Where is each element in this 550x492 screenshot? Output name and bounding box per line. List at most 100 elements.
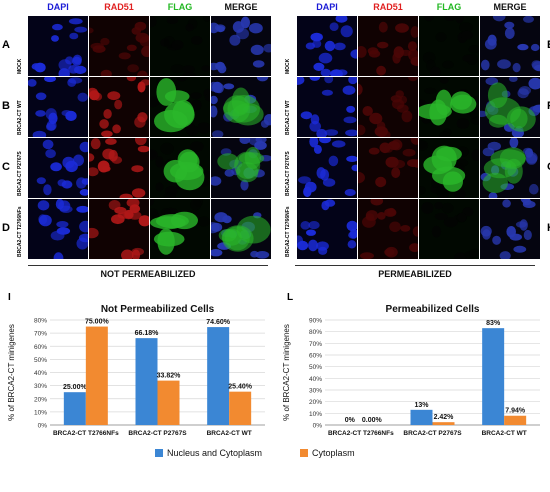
y-tick-label: 70% — [309, 341, 322, 348]
bar-nucleus-cytoplasm — [482, 328, 505, 425]
left_figure-image-r0-c3 — [211, 16, 271, 76]
right_figure-col-header-2: FLAG — [436, 2, 462, 12]
y-tick-label: 0% — [38, 423, 48, 430]
y-tick-label: 10% — [34, 409, 47, 416]
right_figure-image-r3-c2 — [419, 199, 479, 259]
right_figure-col-header-0: DAPI — [316, 2, 338, 12]
left_figure-row-letter-3: D — [2, 222, 10, 234]
left_figure-row-letter-2: C — [2, 161, 10, 173]
bar-cytoplasm — [157, 380, 180, 425]
bar-data-label: 0.00% — [362, 417, 383, 424]
x-tick-label: BRCA2-CT P2767S — [128, 430, 187, 437]
left_figure-image-r1-c0 — [28, 77, 88, 137]
right_figure-image-r1-c0 — [297, 77, 357, 137]
x-tick-label: BRCA2-CT P2767S — [403, 430, 462, 437]
y-tick-label: 50% — [34, 357, 47, 364]
chart-title: Not Permeabilized Cells — [101, 304, 215, 315]
caption-permeabilized: PERMEABILIZED — [378, 269, 452, 279]
bar-data-label: 83% — [486, 320, 501, 327]
y-tick-label: 90% — [309, 318, 322, 325]
left_figure-image-r3-c0 — [28, 199, 88, 259]
bar-nucleus-cytoplasm — [135, 338, 158, 425]
x-tick-label: BRCA2-CT WT — [207, 430, 252, 437]
bar-data-label: 33.82% — [157, 373, 182, 380]
right_figure-image-r3-c0 — [297, 199, 357, 259]
right_figure-image-r1-c3 — [480, 77, 540, 137]
bar-cytoplasm — [229, 391, 252, 425]
y-tick-label: 70% — [34, 331, 47, 338]
left_figure-col-header-2: FLAG — [167, 2, 193, 12]
y-axis-label: % of BRCA2-CT minigenes — [282, 324, 291, 421]
bar-nucleus-cytoplasm — [410, 409, 433, 425]
y-tick-label: 60% — [309, 353, 322, 360]
right_figure-col-header-3: MERGE — [493, 2, 527, 12]
right_figure-image-r2-c0 — [297, 138, 357, 198]
legend-swatch-cytoplasm — [300, 449, 309, 457]
y-axis-label: % of BRCA2-CT minigenes — [7, 324, 16, 421]
right_figure-image-r0-c0 — [297, 16, 357, 76]
bar-data-label: 75.00% — [85, 319, 110, 326]
legend-label-cytoplasm: Cytoplasm — [312, 448, 355, 458]
right_figure-row-label-2: BRCA2-CT P2767S — [285, 151, 291, 196]
left_figure-image-r2-c2 — [150, 138, 210, 198]
bar-data-label: 25.40% — [228, 384, 253, 391]
right_figure-row-label-0: MOCK — [285, 58, 291, 74]
y-tick-label: 30% — [34, 383, 47, 390]
bar-data-label: 13% — [414, 402, 429, 409]
chart-letter-l: L — [287, 292, 294, 303]
right_figure-image-r2-c2 — [419, 138, 479, 198]
caption-not-permeabilized: NOT PERMEABILIZED — [100, 269, 196, 279]
x-tick-label: BRCA2-CT T2766NFs — [328, 430, 394, 437]
left_figure-col-header-0: DAPI — [47, 2, 69, 12]
right_figure-row-letter-2: G — [547, 161, 550, 173]
right_figure-row-label-3: BRCA2-CT T2766NFs — [285, 206, 291, 257]
bar-cytoplasm — [85, 326, 108, 425]
y-tick-label: 80% — [309, 329, 322, 336]
legend-swatch-nucleus — [155, 449, 163, 457]
y-tick-label: 40% — [34, 370, 47, 377]
left_figure-image-r1-c3 — [211, 77, 271, 137]
right_figure-row-letter-0: E — [547, 39, 550, 51]
caption-rule-left — [28, 265, 268, 266]
y-tick-label: 20% — [309, 399, 322, 406]
left_figure-row-label-2: BRCA2-CT P2767S — [17, 151, 23, 196]
left_figure-image-r1-c2 — [150, 77, 210, 137]
left_figure-row-letter-0: A — [2, 39, 10, 51]
right_figure-image-r1-c2 — [419, 77, 479, 137]
y-tick-label: 40% — [309, 376, 322, 383]
left_figure-image-r1-c1 — [89, 77, 149, 137]
chart-title: Permeabilized Cells — [386, 304, 480, 315]
left_figure-image-r3-c3 — [211, 199, 271, 259]
right_figure-row-letter-1: F — [547, 100, 550, 112]
bar-nucleus-cytoplasm — [63, 392, 86, 425]
right_figure-image-r0-c1 — [358, 16, 418, 76]
bar-data-label: 0% — [345, 417, 356, 424]
bar-data-label: 7.94% — [505, 408, 526, 415]
x-tick-label: BRCA2-CT WT — [482, 430, 527, 437]
y-tick-label: 80% — [34, 318, 47, 325]
y-tick-label: 30% — [309, 388, 322, 395]
left_figure-col-header-3: MERGE — [224, 2, 258, 12]
bar-data-label: 25.00% — [63, 384, 88, 391]
left_figure-image-r3-c2 — [150, 199, 210, 259]
y-tick-label: 0% — [313, 423, 323, 430]
chart-not-permeabilized: Not Permeabilized Cells % of BRCA2-CT min… — [7, 304, 265, 437]
y-tick-label: 10% — [309, 411, 322, 418]
y-tick-label: 50% — [309, 364, 322, 371]
bar-data-label: 74.60% — [206, 319, 231, 326]
left_figure-row-label-0: MOCK — [17, 58, 23, 74]
left_figure-image-r3-c1 — [89, 199, 149, 259]
bar-data-label: 66.18% — [135, 330, 160, 337]
right_figure-col-header-1: RAD51 — [373, 2, 403, 12]
x-tick-label: BRCA2-CT T2766NFs — [53, 430, 119, 437]
left_figure-image-r2-c0 — [28, 138, 88, 198]
bar-cytoplasm — [432, 422, 455, 425]
right_figure-image-r2-c1 — [358, 138, 418, 198]
left_figure-image-r0-c1 — [89, 16, 149, 76]
right_figure-row-letter-3: H — [547, 222, 550, 234]
right_figure-image-r0-c2 — [419, 16, 479, 76]
right_figure-image-r1-c1 — [358, 77, 418, 137]
left_figure-image-r0-c0 — [28, 16, 88, 76]
legend-label-nucleus: Nucleus and Cytoplasm — [167, 448, 263, 458]
right_figure-image-r3-c3 — [480, 199, 540, 259]
